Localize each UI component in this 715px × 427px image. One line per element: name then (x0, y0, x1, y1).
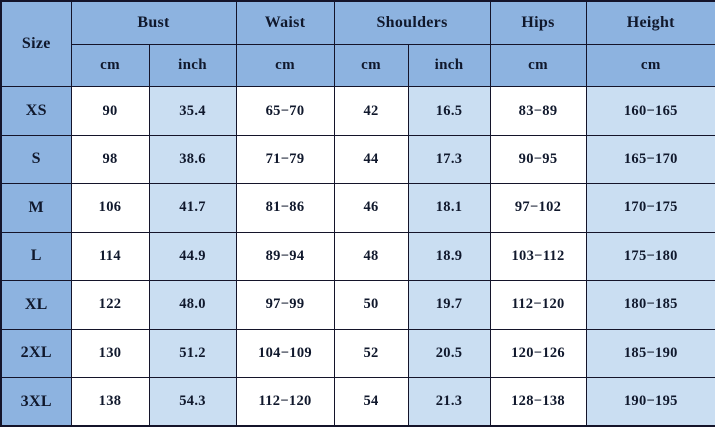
cell-hips-cm: 83−89 (489, 86, 587, 136)
cell-shoulders-cm: 46 (333, 183, 409, 233)
row-header-l: L (0, 231, 72, 282)
cell-shoulders-cm: 48 (333, 231, 409, 282)
cell-height-cm: 175−180 (585, 231, 715, 282)
table-row-l: L 114 44.9 89−94 48 18.9 103−112 175−180 (0, 231, 715, 282)
unit-height-cm: cm (585, 43, 715, 88)
unit-shoulders-cm: cm (333, 43, 409, 88)
cell-shoulders-cm: 50 (333, 280, 409, 330)
row-header-m: M (0, 183, 72, 233)
unit-bust-cm: cm (70, 43, 150, 88)
table-row-xs: XS 90 35.4 65−70 42 16.5 83−89 160−165 (0, 86, 715, 136)
cell-bust-cm: 122 (70, 280, 150, 330)
header-unit-row: cm inch cm cm inch cm cm (1, 43, 715, 88)
cell-height-cm: 190−195 (585, 377, 715, 427)
table-row-m: M 106 41.7 81−86 46 18.1 97−102 170−175 (0, 183, 715, 233)
cell-bust-cm: 114 (70, 231, 150, 282)
cell-waist-cm: 104−109 (235, 328, 335, 379)
cell-bust-inch: 44.9 (148, 231, 237, 282)
table-row-s: S 98 38.6 71−79 44 17.3 90−95 165−170 (0, 134, 715, 185)
unit-hips-cm: cm (489, 43, 587, 88)
header-height: Height (585, 0, 715, 45)
cell-shoulders-cm: 52 (333, 328, 409, 379)
cell-hips-cm: 120−126 (489, 328, 587, 379)
cell-waist-cm: 112−120 (235, 377, 335, 427)
cell-bust-cm: 98 (70, 134, 150, 185)
cell-bust-cm: 106 (70, 183, 150, 233)
cell-bust-cm: 138 (70, 377, 150, 427)
cell-bust-inch: 51.2 (148, 328, 237, 379)
cell-bust-inch: 54.3 (148, 377, 237, 427)
cell-hips-cm: 97−102 (489, 183, 587, 233)
cell-bust-inch: 35.4 (148, 86, 237, 136)
header-group-row: Size Bust Waist Shoulders Hips Height (0, 0, 715, 88)
cell-bust-cm: 90 (70, 86, 150, 136)
header-size: Size (0, 0, 72, 88)
unit-waist-cm: cm (235, 43, 335, 88)
cell-hips-cm: 112−120 (489, 280, 587, 330)
cell-shoulders-cm: 44 (333, 134, 409, 185)
cell-shoulders-cm: 54 (333, 377, 409, 427)
cell-bust-cm: 130 (70, 328, 150, 379)
header-shoulders: Shoulders (333, 0, 491, 45)
cell-bust-inch: 48.0 (148, 280, 237, 330)
row-header-2xl: 2XL (0, 328, 72, 379)
cell-shoulders-cm: 42 (333, 86, 409, 136)
table-row-xl: XL 122 48.0 97−99 50 19.7 112−120 180−18… (0, 280, 715, 330)
cell-waist-cm: 81−86 (235, 183, 335, 233)
cell-hips-cm: 103−112 (489, 231, 587, 282)
cell-bust-inch: 41.7 (148, 183, 237, 233)
cell-shoulders-inch: 18.9 (407, 231, 491, 282)
cell-shoulders-inch: 20.5 (407, 328, 491, 379)
cell-bust-inch: 38.6 (148, 134, 237, 185)
row-header-xl: XL (0, 280, 72, 330)
unit-shoulders-inch: inch (407, 43, 491, 88)
row-header-3xl: 3XL (0, 377, 72, 427)
cell-height-cm: 160−165 (585, 86, 715, 136)
cell-hips-cm: 90−95 (489, 134, 587, 185)
cell-waist-cm: 89−94 (235, 231, 335, 282)
cell-shoulders-inch: 17.3 (407, 134, 491, 185)
cell-shoulders-inch: 16.5 (407, 86, 491, 136)
cell-waist-cm: 71−79 (235, 134, 335, 185)
header-bust: Bust (70, 0, 237, 45)
cell-waist-cm: 65−70 (235, 86, 335, 136)
cell-height-cm: 165−170 (585, 134, 715, 185)
cell-shoulders-inch: 19.7 (407, 280, 491, 330)
unit-bust-inch: inch (148, 43, 237, 88)
cell-shoulders-inch: 21.3 (407, 377, 491, 427)
cell-height-cm: 180−185 (585, 280, 715, 330)
cell-shoulders-inch: 18.1 (407, 183, 491, 233)
row-header-s: S (0, 134, 72, 185)
cell-height-cm: 185−190 (585, 328, 715, 379)
header-hips: Hips (489, 0, 587, 45)
cell-waist-cm: 97−99 (235, 280, 335, 330)
cell-height-cm: 170−175 (585, 183, 715, 233)
header-waist: Waist (235, 0, 335, 45)
cell-hips-cm: 128−138 (489, 377, 587, 427)
row-header-xs: XS (0, 86, 72, 136)
table-row-3xl: 3XL 138 54.3 112−120 54 21.3 128−138 190… (0, 377, 715, 427)
table-row-2xl: 2XL 130 51.2 104−109 52 20.5 120−126 185… (0, 328, 715, 379)
